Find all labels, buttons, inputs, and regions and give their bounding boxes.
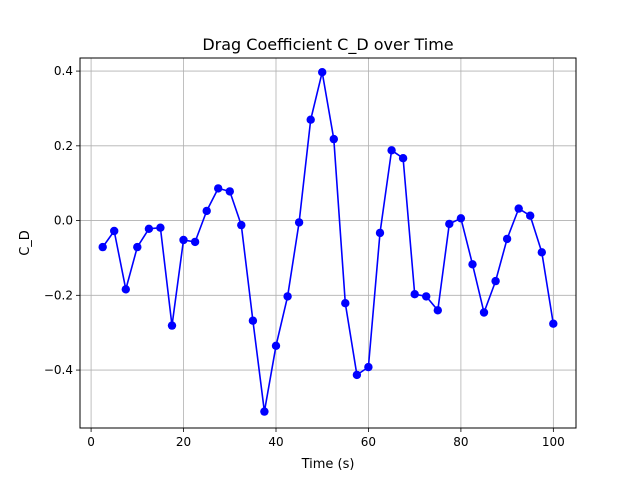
- data-point: [271, 341, 281, 350]
- data-point: [537, 248, 546, 257]
- data-point: [491, 276, 500, 286]
- data-point: [190, 237, 200, 247]
- data-point: [375, 228, 385, 238]
- data-point: [133, 242, 142, 252]
- data-point: [422, 292, 431, 301]
- data-point: [318, 68, 327, 77]
- y-tick-label: −0.4: [44, 363, 73, 377]
- data-point: [341, 299, 350, 308]
- data-point: [479, 308, 489, 317]
- data-point: [329, 134, 338, 144]
- plot-area: [80, 58, 576, 428]
- data-point: [526, 211, 535, 220]
- data-point: [121, 285, 130, 294]
- data-point: [214, 184, 223, 193]
- x-tick-label: 60: [361, 435, 376, 449]
- data-point: [98, 242, 107, 252]
- plot-frame: [79, 57, 577, 429]
- x-axis-ticks: 0 20 40 60 80 100: [87, 428, 565, 449]
- data-point: [202, 206, 211, 216]
- data-point: [179, 235, 188, 245]
- data-point: [352, 370, 362, 380]
- data-point: [283, 292, 292, 301]
- data-point: [144, 224, 154, 233]
- data-point: [110, 226, 119, 236]
- data-point: [294, 218, 304, 227]
- x-tick-label: 100: [542, 435, 565, 449]
- data-point: [364, 362, 373, 372]
- x-tick-label: 40: [268, 435, 283, 449]
- data-point: [260, 407, 269, 416]
- y-tick-label: −0.2: [44, 288, 73, 302]
- x-tick-label: 80: [453, 435, 468, 449]
- y-tick-label: 0.0: [54, 214, 73, 228]
- x-tick-label: 20: [176, 435, 191, 449]
- data-series: [98, 68, 558, 416]
- y-axis-label: C_D: [18, 230, 33, 256]
- data-point: [514, 204, 523, 213]
- data-point: [549, 319, 558, 328]
- x-tick-label: 0: [87, 435, 95, 449]
- data-point: [387, 146, 396, 155]
- x-axis-label: Time (s): [301, 457, 355, 472]
- data-point: [445, 219, 454, 229]
- data-point: [433, 306, 442, 315]
- data-point: [248, 316, 258, 325]
- data-point: [502, 234, 512, 244]
- data-point: [306, 115, 315, 124]
- y-tick-label: 0.4: [54, 64, 73, 78]
- data-point: [237, 220, 246, 230]
- data-point: [410, 290, 419, 299]
- data-point: [468, 260, 477, 269]
- series-line: [102, 71, 555, 413]
- data-point: [167, 321, 177, 330]
- data-point: [225, 187, 234, 196]
- chart-title: Drag Coefficient C_D over Time: [202, 35, 453, 55]
- data-point: [398, 154, 408, 163]
- y-axis-ticks: −0.4 −0.2 0.0 0.2 0.4: [44, 64, 80, 377]
- data-point: [156, 223, 165, 232]
- y-tick-label: 0.2: [54, 139, 73, 153]
- data-point: [456, 214, 466, 223]
